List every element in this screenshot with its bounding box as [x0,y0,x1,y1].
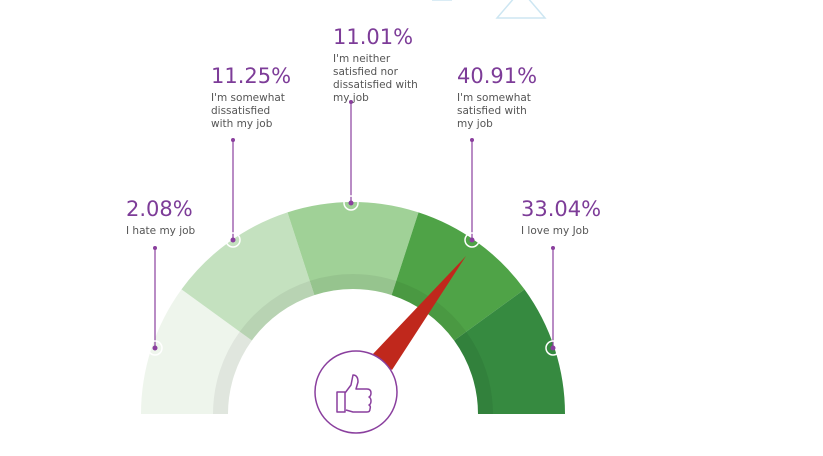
segment-label: 40.91% I'm somewhat satisfied with my job [457,64,537,131]
thumb-icon [336,374,372,413]
anchor-ring [225,232,241,248]
gauge-segment [454,289,565,414]
segment-label: 2.08% I hate my job [126,197,216,238]
decoration [432,0,547,19]
anchor-dot [348,200,354,206]
anchor-ring [545,340,561,356]
leader-dot [470,138,474,142]
leader-dot [231,138,235,142]
anchor-ring [147,340,163,356]
anchor-dot [550,345,556,351]
anchor-ring [464,232,480,248]
segment-shade [213,331,252,414]
anchor-dot [469,237,475,243]
segment-label: 11.25% I'm somewhat dissatisfied with my … [211,64,291,131]
segment-label: 33.04% I love my Job [521,197,631,238]
gauge-segment [141,289,252,414]
gauge-segment [181,212,315,341]
gauge-segment [287,202,419,296]
category-label: I'm somewhat satisfied with my job [457,92,531,130]
leader-dot [349,100,353,104]
value-label: 40.91% [457,64,538,88]
leader-dot [153,246,157,250]
segment-shade [454,331,493,414]
category-label: I'm neither satisfied nor dissatisfied w… [333,53,418,104]
needle [372,256,466,370]
category-label: I hate my job [126,225,196,237]
value-label: 2.08% [126,197,193,221]
anchor-dot [230,237,236,243]
leader-dot [551,246,555,250]
thumb-circle [314,350,398,434]
anchor-ring [343,195,359,211]
segment-label: 11.01% I'm neither satisfied nor dissatis… [333,25,423,105]
segment-shade [239,280,315,341]
value-label: 11.25% [211,64,292,88]
segment-shade [309,274,397,296]
value-label: 11.01% [333,25,414,49]
category-label: I'm somewhat dissatisfied with my job [211,92,285,130]
anchor-dot [152,345,158,351]
value-label: 33.04% [521,197,602,221]
category-label: I love my Job [521,225,589,237]
